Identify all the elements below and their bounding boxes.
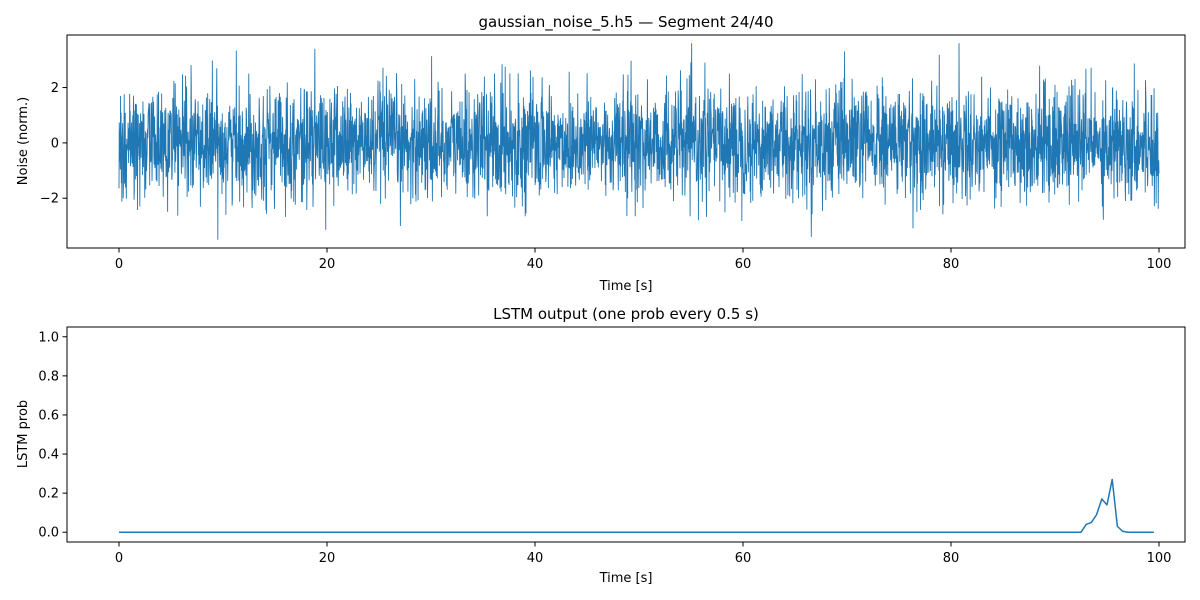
y-tick-label: 0.2	[38, 487, 59, 502]
y-tick-label: 0.8	[38, 369, 59, 384]
noise-series-line	[118, 43, 1160, 240]
lstm-subplot: LSTM output (one prob every 0.5 s) 0 20 40…	[16, 305, 1186, 586]
x-tick-label: 20	[319, 257, 336, 272]
y-tick-label: 2	[51, 81, 59, 96]
lstm-plot-area	[119, 478, 1154, 533]
lstm-x-axis-label: Time [s]	[599, 571, 653, 586]
lstm-axes-frame	[66, 326, 1186, 543]
noise-subplot: gaussian_noise_5.h5 — Segment 24/40 0 20 4…	[16, 13, 1186, 294]
lstm-y-axis-label: LSTM prob	[16, 400, 31, 468]
y-tick-label: 0.6	[38, 408, 59, 423]
y-tick-label: 0.4	[38, 448, 59, 463]
noise-y-ticks: −2 0 2	[40, 81, 67, 207]
x-tick-label: 60	[735, 551, 752, 566]
x-tick-label: 80	[943, 257, 960, 272]
noise-axes-frame	[66, 34, 1186, 249]
lstm-prob-line	[119, 478, 1154, 533]
x-tick-label: 60	[735, 257, 752, 272]
y-tick-label: −2	[40, 192, 59, 207]
lstm-y-ticks: 0.0 0.2 0.4 0.6 0.8 1.0	[38, 330, 67, 541]
y-tick-label: 1.0	[38, 330, 59, 345]
y-tick-label: 0.0	[38, 526, 59, 541]
lstm-x-ticks: 0 20 40 60 80 100	[115, 542, 1172, 566]
x-tick-label: 80	[943, 551, 960, 566]
y-tick-label: 0	[51, 136, 59, 151]
x-tick-label: 20	[319, 551, 336, 566]
x-tick-label: 40	[527, 551, 544, 566]
x-tick-label: 100	[1147, 551, 1172, 566]
x-tick-label: 0	[115, 257, 123, 272]
x-tick-label: 100	[1147, 257, 1172, 272]
noise-x-axis-label: Time [s]	[599, 279, 653, 294]
lstm-chart-title: LSTM output (one prob every 0.5 s)	[493, 305, 759, 323]
noise-y-axis-label: Noise (norm.)	[16, 97, 31, 185]
x-tick-label: 40	[527, 257, 544, 272]
x-tick-label: 0	[115, 551, 123, 566]
noise-plot-area	[118, 43, 1160, 240]
noise-chart-title: gaussian_noise_5.h5 — Segment 24/40	[478, 13, 773, 32]
noise-x-ticks: 0 20 40 60 80 100	[115, 248, 1172, 272]
